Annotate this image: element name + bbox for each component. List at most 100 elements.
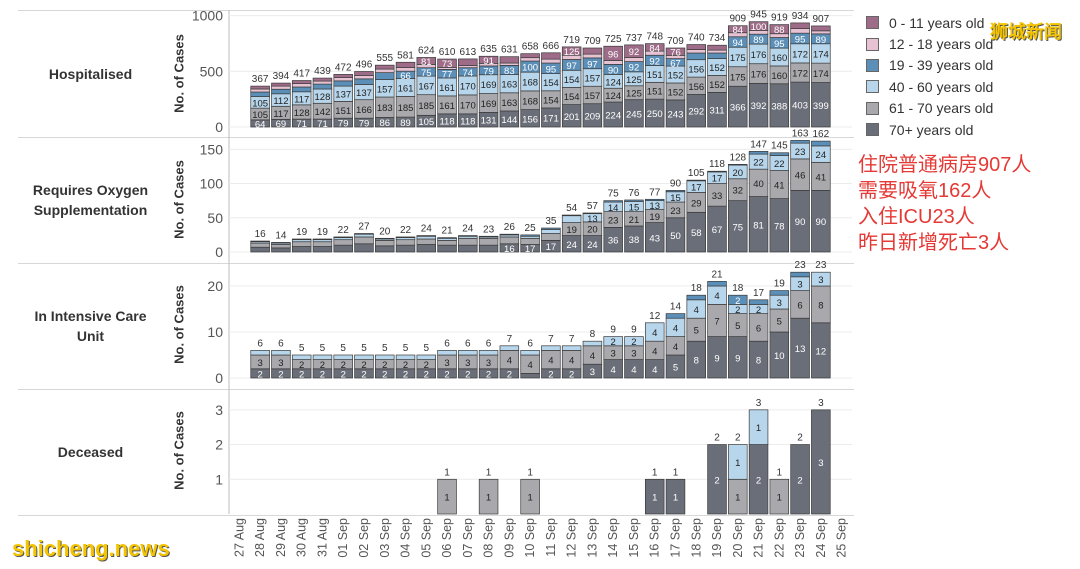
bar-segment	[707, 444, 727, 515]
bar-segment-label: 152	[668, 71, 684, 82]
y-tick-label: 0	[215, 370, 223, 386]
bar-segment	[333, 354, 353, 360]
annotation-line: 需要吸氧162人	[858, 180, 992, 202]
x-tick-label: 04 Sep	[399, 518, 413, 558]
bar-total-label: 2	[714, 433, 720, 444]
bar-segment-label: 154	[543, 95, 559, 106]
bar-segment	[416, 235, 437, 237]
bar-segment-label: 95	[795, 34, 806, 45]
bar-segment-label: 2	[507, 369, 512, 380]
bar-segment	[312, 246, 333, 253]
bar-segment	[748, 409, 769, 445]
x-tick-label: 02 Sep	[357, 518, 371, 558]
bar-segment-label: 2	[320, 369, 325, 380]
bar-segment-label: 125	[626, 75, 642, 86]
watermark-bottom: shicheng.news	[12, 536, 170, 561]
bar-total-label: 6	[444, 338, 450, 349]
x-tick-label: 11 Sep	[544, 518, 558, 557]
bar-segment	[665, 478, 686, 515]
bar-segment	[271, 350, 291, 356]
legend-item[interactable]: 0 - 11 years old	[866, 12, 993, 33]
bar-total-label: 22	[400, 225, 412, 236]
bar-segment	[686, 44, 706, 50]
bar-segment	[437, 350, 457, 356]
bar-total-label: 19	[317, 227, 329, 238]
bar-segment-label: 1	[777, 493, 782, 504]
bar-segment-label: 46	[795, 171, 806, 182]
bar-segment-label: 20	[732, 168, 743, 179]
bar-segment-label: 58	[691, 228, 702, 239]
bar-total-label: 35	[545, 216, 557, 227]
bar-segment-label: 250	[647, 109, 663, 120]
bar-total-label: 907	[813, 14, 830, 25]
bar-segment	[333, 236, 353, 238]
bar-segment	[437, 58, 457, 68]
legend-item[interactable]: 61 - 70 years old	[866, 98, 993, 119]
bar-segment-label: 8	[756, 356, 761, 367]
bar-segment	[375, 237, 395, 240]
bar-total-label: 6	[465, 338, 471, 349]
bar-total-label: 18	[691, 283, 703, 294]
bar-segment-label: 2	[278, 369, 283, 380]
bar-total-label: 666	[543, 41, 560, 52]
bar-segment-label: 2	[361, 369, 366, 380]
bar-segment	[499, 62, 520, 66]
bar-segment-label: 2	[486, 369, 491, 380]
y-tick-label: 0	[215, 244, 223, 260]
bar-segment-label: 105	[252, 110, 268, 121]
bar-segment	[375, 245, 395, 253]
bar-segment-label: 19	[566, 225, 577, 236]
legend-swatch	[866, 80, 879, 94]
bar-segment	[582, 47, 603, 55]
bar-segment-label: 67	[670, 58, 681, 69]
bar-segment-label: 75	[732, 222, 743, 233]
bar-segment	[312, 77, 333, 82]
bar-segment-label: 151	[335, 106, 351, 117]
bar-segment-label: 1	[652, 493, 657, 504]
bar-total-label: 624	[418, 45, 435, 56]
bar-total-label: 581	[397, 50, 414, 61]
bar-segment	[811, 25, 831, 32]
bar-segment	[686, 52, 706, 61]
bar-segment	[769, 24, 790, 35]
legend-item[interactable]: 70+ years old	[866, 119, 993, 140]
bar-segment	[707, 49, 727, 54]
bar-segment	[582, 340, 603, 347]
bar-segment	[458, 237, 478, 246]
bar-total-label: 8	[590, 329, 596, 340]
bar-segment-label: 79	[359, 119, 370, 130]
bar-total-label: 145	[771, 141, 788, 152]
x-tick-label: 17 Sep	[668, 518, 682, 558]
bar-segment	[478, 478, 499, 515]
legend-item[interactable]: 40 - 60 years old	[866, 76, 993, 97]
legend-item[interactable]: 12 - 18 years old	[866, 33, 993, 54]
legend-item[interactable]: 19 - 39 years old	[866, 55, 993, 76]
bar-segment-label: 91	[483, 56, 494, 67]
bar-segment-label: 24	[566, 240, 577, 251]
bar-segment	[354, 236, 374, 245]
bar-total-label: 3	[756, 398, 762, 409]
bar-segment-label: 2	[258, 369, 263, 380]
bar-segment-label: 128	[315, 92, 331, 103]
bar-segment-label: 144	[501, 115, 517, 126]
bar-total-label: 24	[421, 224, 433, 235]
bar-segment-label: 41	[774, 181, 785, 192]
bar-segment	[312, 354, 333, 360]
bar-segment-label: 3	[611, 349, 616, 360]
bar-segment	[624, 336, 644, 347]
bar-segment-label: 3	[444, 358, 449, 369]
bar-segment-label: 8	[818, 300, 823, 311]
bar-total-label: 19	[774, 279, 786, 290]
bar-segment-label: 172	[792, 69, 808, 80]
bar-segment	[499, 236, 520, 245]
annotation-line: 昨日新增死亡3人	[858, 232, 1010, 254]
bar-segment	[458, 58, 478, 66]
row-label-oxygen: Requires Oxygen Supplementation	[32, 182, 149, 218]
bar-segment-label: 92	[649, 56, 660, 67]
bar-total-label: 76	[628, 188, 640, 199]
bar-segment-label: 366	[730, 103, 746, 114]
bar-segment	[707, 52, 727, 59]
bar-segment-label: 4	[694, 305, 699, 316]
bar-segment-label: 2	[569, 369, 574, 380]
y-tick-label: 3	[215, 402, 223, 418]
